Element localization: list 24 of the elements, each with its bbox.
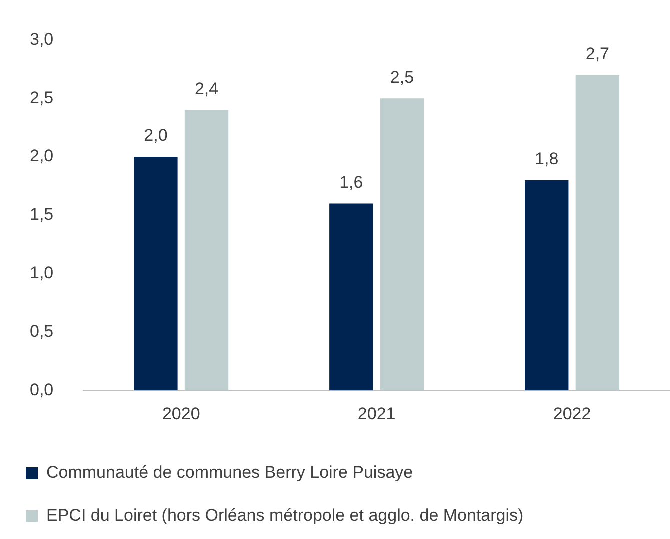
- bar: [525, 180, 569, 391]
- y-tick-label: 1,5: [30, 205, 54, 224]
- data-label: 2,0: [144, 126, 168, 146]
- bar: [330, 204, 374, 391]
- data-label: 2,5: [390, 68, 414, 87]
- bar: [184, 110, 229, 391]
- y-tick-label: 0,5: [30, 322, 54, 341]
- x-tick-label: 2022: [553, 404, 592, 424]
- legend-label: EPCI du Loiret (hors Orléans métropole et agglo. de Montargis): [46, 506, 524, 526]
- data-label: 2,7: [586, 44, 610, 64]
- y-tick-label: 3,0: [30, 30, 54, 49]
- legend-label: Communauté de communes Berry Loire Puisaye: [46, 463, 414, 482]
- data-label: 2,4: [194, 79, 219, 98]
- x-tick-label: 2020: [162, 404, 200, 424]
- data-label: 1,8: [535, 150, 559, 169]
- y-tick-label: 2,5: [30, 88, 54, 108]
- y-tick-label: 1,0: [30, 263, 54, 282]
- x-tick-label: 2021: [358, 404, 396, 424]
- data-label: 1,6: [340, 172, 364, 192]
- y-tick-label: 2,0: [30, 146, 54, 166]
- bar: [380, 98, 424, 391]
- bar: [576, 75, 620, 391]
- y-tick-label: 0,0: [30, 380, 54, 400]
- bar: [134, 157, 178, 391]
